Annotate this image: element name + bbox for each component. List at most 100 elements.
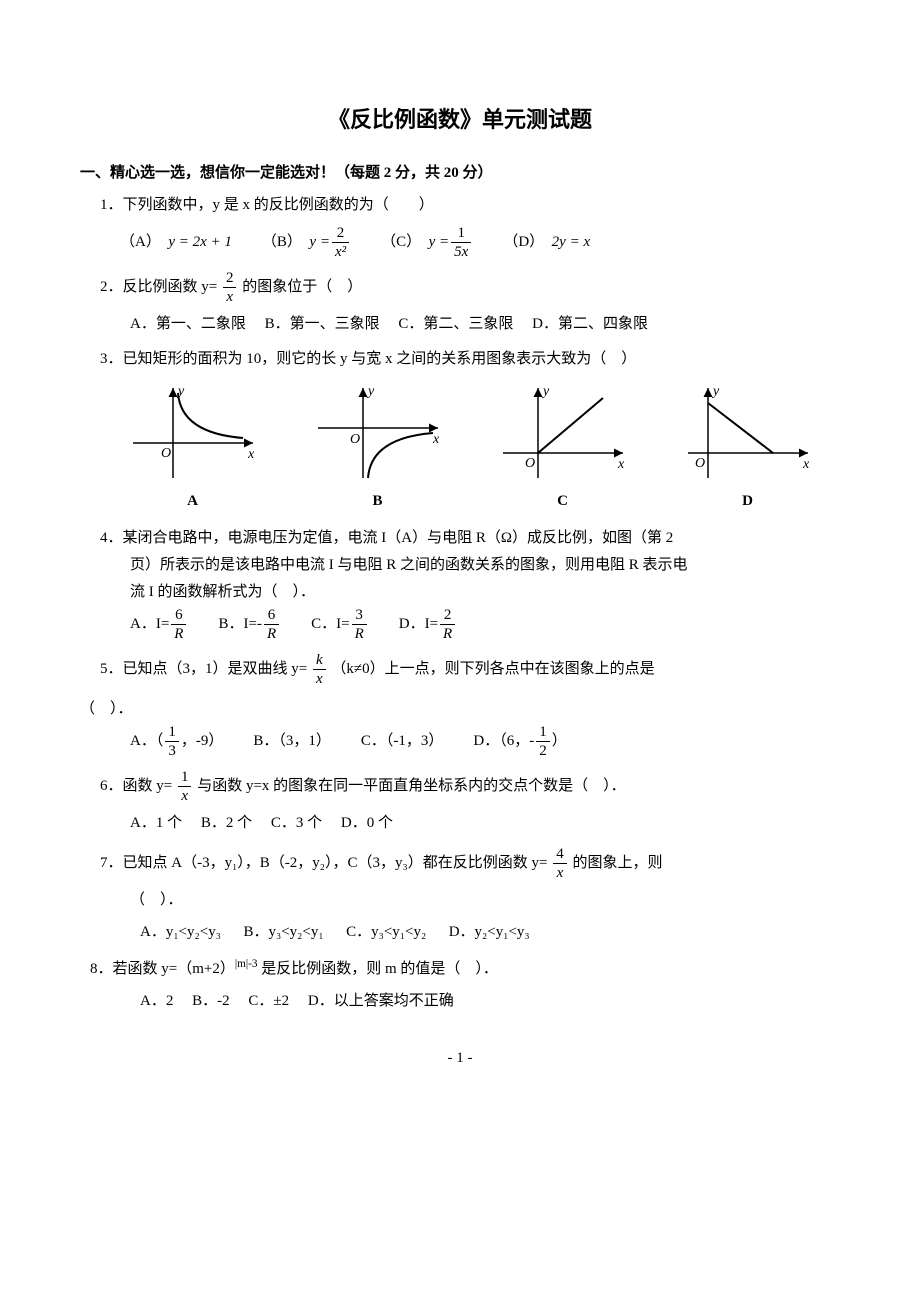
q4-d-den: R xyxy=(440,625,455,643)
q5-b: B．（3，1） xyxy=(253,728,331,755)
q4-b-frac: 6 R xyxy=(264,606,279,643)
graph-c-svg: O x y xyxy=(493,383,633,483)
q5-d-frac: 1 2 xyxy=(536,723,550,760)
section-header: 一、精心选一选，想信你一定能选对！（每题 2 分，共 20 分） xyxy=(80,160,840,187)
q6-d: D．0 个 xyxy=(341,815,393,831)
q5-den: x xyxy=(313,670,326,688)
q4-options: A．I= 6 R B．I=- 6 R C．I= 3 R D．I= 2 R xyxy=(130,606,840,643)
graph-b-svg: O x y xyxy=(308,383,448,483)
q4-d-frac: 2 R xyxy=(440,606,455,643)
q1-c-num: 1 xyxy=(451,224,471,243)
q6-post: 与函数 y=x 的图象在同一平面直角坐标系内的交点个数是（ ）． xyxy=(197,778,625,794)
q4-b-num: 6 xyxy=(264,606,279,625)
q1-c-label: （C） xyxy=(381,229,421,256)
q4-a-label: A．I= xyxy=(130,611,169,638)
q5-d-den: 2 xyxy=(536,742,550,760)
svg-text:y: y xyxy=(541,384,550,399)
q1-d-label: （D） xyxy=(503,229,544,256)
page-number: - 1 - xyxy=(80,1045,840,1072)
question-4: 4．某闭合电路中，电源电压为定值，电流 I（A）与电阻 R（Ω）成反比例，如图（… xyxy=(80,525,840,643)
q3-graph-d: O x y D xyxy=(678,383,818,515)
svg-text:x: x xyxy=(247,447,255,462)
q1-c-pre: y = xyxy=(429,229,450,256)
q6-b: B．2 个 xyxy=(201,815,252,831)
question-6: 6．函数 y= 1 x 与函数 y=x 的图象在同一平面直角坐标系内的交点个数是… xyxy=(80,768,840,837)
q4-c: C．I= 3 R xyxy=(311,606,369,643)
question-7: 7．已知点 A（-3，y₁），B（-2，y₂），C（3，y₃）都在反比例函数 y… xyxy=(80,845,840,946)
svg-text:O: O xyxy=(350,432,360,447)
q4-c-label: C．I= xyxy=(311,611,349,638)
q3-label-c: C xyxy=(493,488,633,515)
q5-a-label: A．（ xyxy=(130,728,163,755)
q3-graph-a: O x y A xyxy=(123,383,263,515)
graph-d-svg: O x y xyxy=(678,383,818,483)
svg-text:O: O xyxy=(525,456,535,471)
q7-a: A．y₁<y₂<y₃ xyxy=(140,924,221,940)
q5-a-frac: 1 3 xyxy=(165,723,179,760)
q2-num: 2 xyxy=(223,269,237,288)
question-1: 1．下列函数中，y 是 x 的反比例函数的为（ ） （A） y = 2x + 1… xyxy=(80,192,840,261)
q5-options: A．（ 1 3 ，-9） B．（3，1） C．（-1，3） D．（6，- 1 2… xyxy=(130,723,840,760)
q1-option-c: （C） y = 1 5x xyxy=(381,224,473,261)
q1-options: （A） y = 2x + 1 （B） y = 2 x² （C） y = 1 5x… xyxy=(120,224,840,261)
svg-text:x: x xyxy=(802,457,810,472)
question-5: 5．已知点（3，1）是双曲线 y= k x （k≠0）上一点，则下列各点中在该图… xyxy=(80,651,840,688)
q4-a-frac: 6 R xyxy=(171,606,186,643)
q4-c-num: 3 xyxy=(352,606,367,625)
q4-line1: 4．某闭合电路中，电源电压为定值，电流 I（A）与电阻 R（Ω）成反比例，如图（… xyxy=(100,525,840,552)
q1-a-label: （A） xyxy=(120,229,161,256)
q1-b-pre: y = xyxy=(309,229,330,256)
q4-d-label: D．I= xyxy=(399,611,438,638)
q1-b-den: x² xyxy=(332,243,349,261)
question-8: 8．若函数 y=（m+2）|m|-3 是反比例函数，则 m 的值是（ ）． A．… xyxy=(80,954,840,1015)
q7-options: A．y₁<y₂<y₃ B．y₃<y₂<y₁ C．y₃<y₁<y₂ D．y₂<y₁… xyxy=(140,919,840,946)
q3-label-d: D xyxy=(678,488,818,515)
q6-options: A．1 个 B．2 个 C．3 个 D．0 个 xyxy=(130,810,840,837)
q5-num: k xyxy=(313,651,326,670)
q3-text: 3．已知矩形的面积为 10，则它的长 y 与宽 x 之间的关系用图象表示大致为（… xyxy=(100,346,840,373)
q4-b-label: B．I=- xyxy=(218,611,261,638)
q8-d: D．以上答案均不正确 xyxy=(308,993,454,1009)
q7-c: C．y₃<y₁<y₂ xyxy=(346,924,426,940)
q5-d-label: D．（6，- xyxy=(473,728,534,755)
q8-options: A．2 B．-2 C．±2 D．以上答案均不正确 xyxy=(140,988,840,1015)
svg-text:O: O xyxy=(161,446,171,461)
q1-c-den: 5x xyxy=(451,243,471,261)
q5-a: A．（ 1 3 ，-9） xyxy=(130,723,223,760)
q8-a: A．2 xyxy=(140,993,173,1009)
q1-a-expr: y = 2x + 1 xyxy=(168,229,232,256)
q2-c: C．第二、三象限 xyxy=(398,316,513,332)
svg-text:y: y xyxy=(176,384,185,399)
svg-text:y: y xyxy=(366,384,375,399)
q3-graph-c: O x y C xyxy=(493,383,633,515)
q5-options-container: A．（ 1 3 ，-9） B．（3，1） C．（-1，3） D．（6，- 1 2… xyxy=(80,723,840,760)
q3-graph-b: O x y B xyxy=(308,383,448,515)
q2-d: D．第二、四象限 xyxy=(532,316,648,332)
q5-a-post: ，-9） xyxy=(181,728,224,755)
q6-num: 1 xyxy=(178,768,192,787)
q6-text: 6．函数 y= 1 x 与函数 y=x 的图象在同一平面直角坐标系内的交点个数是… xyxy=(100,768,840,805)
q4-line2: 页）所表示的是该电路中电流 I 与电阻 R 之间的函数关系的图象，则用电阻 R … xyxy=(100,552,840,579)
q2-pre: 2．反比例函数 y= xyxy=(100,279,217,295)
q1-c-frac: 1 5x xyxy=(451,224,471,261)
q3-label-a: A xyxy=(123,488,263,515)
svg-text:O: O xyxy=(695,456,705,471)
q2-text: 2．反比例函数 y= 2 x 的图象位于（ ） xyxy=(100,269,840,306)
q1-option-d: （D） 2y = x xyxy=(503,229,590,256)
q4-a: A．I= 6 R xyxy=(130,606,188,643)
page-title: 《反比例函数》单元测试题 xyxy=(80,100,840,140)
q7-post: 的图象上，则 xyxy=(572,855,662,871)
q2-frac: 2 x xyxy=(223,269,237,306)
q2-options: A．第一、二象限 B．第一、三象限 C．第二、三象限 D．第二、四象限 xyxy=(130,311,840,338)
q7-line2: （ ）． xyxy=(100,887,840,914)
q8-text: 8．若函数 y=（m+2）|m|-3 是反比例函数，则 m 的值是（ ）． xyxy=(90,954,840,983)
q1-d-expr: 2y = x xyxy=(552,229,590,256)
q5-a-num: 1 xyxy=(165,723,179,742)
q6-a: A．1 个 xyxy=(130,815,182,831)
q6-c: C．3 个 xyxy=(271,815,322,831)
q1-text: 1．下列函数中，y 是 x 的反比例函数的为（ ） xyxy=(100,192,840,219)
q1-b-num: 2 xyxy=(332,224,349,243)
q6-den: x xyxy=(178,787,192,805)
question-3: 3．已知矩形的面积为 10，则它的长 y 与宽 x 之间的关系用图象表示大致为（… xyxy=(80,346,840,515)
q5-post: （k≠0）上一点，则下列各点中在该图象上的点是 xyxy=(331,661,654,677)
